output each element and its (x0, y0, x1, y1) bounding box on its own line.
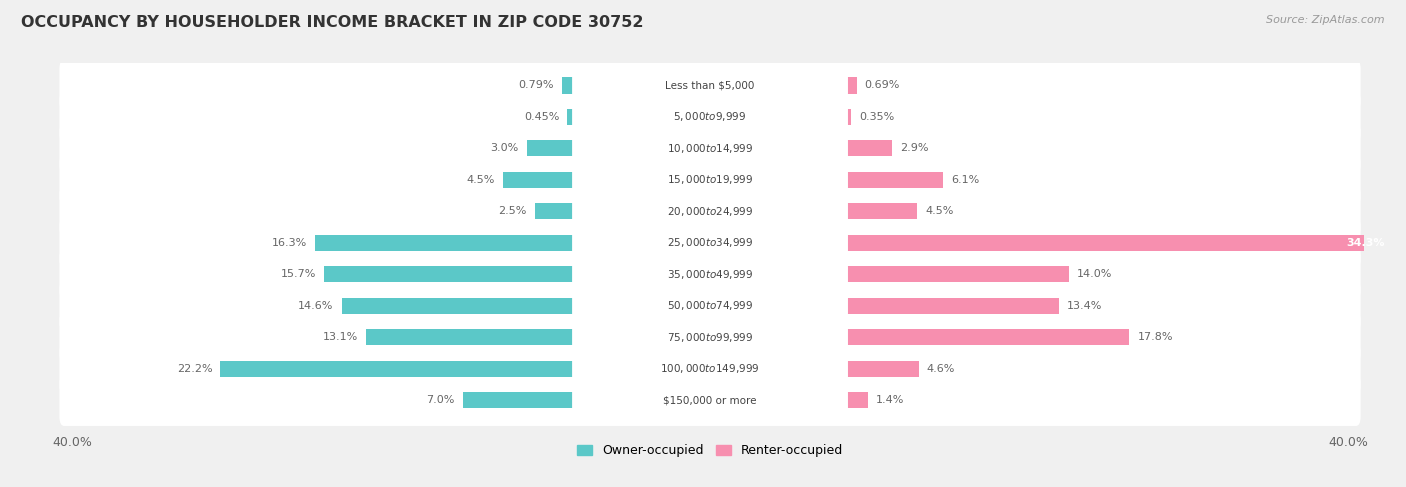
FancyBboxPatch shape (572, 135, 848, 161)
FancyBboxPatch shape (572, 73, 848, 98)
Bar (315, 235, 575, 251)
FancyBboxPatch shape (572, 293, 848, 318)
Text: $100,000 to $149,999: $100,000 to $149,999 (661, 362, 759, 375)
Text: $15,000 to $19,999: $15,000 to $19,999 (666, 173, 754, 187)
Text: 17.8%: 17.8% (1137, 332, 1173, 342)
Text: 2.9%: 2.9% (900, 143, 928, 153)
FancyBboxPatch shape (572, 356, 848, 382)
Text: 4.6%: 4.6% (927, 364, 955, 374)
Text: 0.79%: 0.79% (519, 80, 554, 91)
FancyBboxPatch shape (59, 280, 1361, 332)
Bar (562, 77, 575, 94)
Text: Source: ZipAtlas.com: Source: ZipAtlas.com (1267, 15, 1385, 25)
Text: $50,000 to $74,999: $50,000 to $74,999 (666, 299, 754, 312)
FancyBboxPatch shape (59, 123, 1361, 174)
Text: $25,000 to $34,999: $25,000 to $34,999 (666, 236, 754, 249)
FancyBboxPatch shape (59, 91, 1361, 143)
Text: 13.4%: 13.4% (1067, 301, 1102, 311)
Text: 6.1%: 6.1% (950, 175, 979, 185)
Text: $10,000 to $14,999: $10,000 to $14,999 (666, 142, 754, 155)
FancyBboxPatch shape (572, 230, 848, 256)
Text: $150,000 or more: $150,000 or more (664, 395, 756, 405)
Bar (845, 360, 920, 377)
Text: 34.3%: 34.3% (1346, 238, 1385, 248)
Bar (325, 266, 575, 282)
FancyBboxPatch shape (59, 217, 1361, 268)
Bar (366, 329, 575, 345)
Text: 4.5%: 4.5% (925, 206, 953, 216)
Text: 7.0%: 7.0% (426, 395, 456, 405)
Bar (845, 266, 1069, 282)
Text: $75,000 to $99,999: $75,000 to $99,999 (666, 331, 754, 344)
Text: $5,000 to $9,999: $5,000 to $9,999 (673, 111, 747, 123)
Text: 0.45%: 0.45% (524, 112, 560, 122)
Bar (845, 77, 856, 94)
Text: 1.4%: 1.4% (876, 395, 904, 405)
Bar (845, 329, 1129, 345)
FancyBboxPatch shape (59, 59, 1361, 111)
FancyBboxPatch shape (572, 387, 848, 413)
Bar (845, 235, 1392, 251)
Text: 15.7%: 15.7% (281, 269, 316, 279)
FancyBboxPatch shape (572, 104, 848, 130)
Bar (845, 203, 917, 220)
Text: Less than $5,000: Less than $5,000 (665, 80, 755, 91)
Bar (527, 140, 575, 156)
Bar (342, 298, 575, 314)
Text: 3.0%: 3.0% (491, 143, 519, 153)
Bar (534, 203, 575, 220)
Bar (845, 109, 851, 125)
Text: 0.35%: 0.35% (859, 112, 894, 122)
Bar (221, 360, 575, 377)
Bar (463, 392, 575, 409)
FancyBboxPatch shape (572, 324, 848, 350)
Text: 2.5%: 2.5% (498, 206, 527, 216)
FancyBboxPatch shape (59, 154, 1361, 206)
Text: 16.3%: 16.3% (271, 238, 307, 248)
FancyBboxPatch shape (59, 186, 1361, 237)
FancyBboxPatch shape (572, 262, 848, 287)
Text: 22.2%: 22.2% (177, 364, 212, 374)
Text: OCCUPANCY BY HOUSEHOLDER INCOME BRACKET IN ZIP CODE 30752: OCCUPANCY BY HOUSEHOLDER INCOME BRACKET … (21, 15, 644, 30)
Bar (845, 298, 1059, 314)
Bar (567, 109, 575, 125)
FancyBboxPatch shape (59, 375, 1361, 426)
FancyBboxPatch shape (572, 198, 848, 224)
Legend: Owner-occupied, Renter-occupied: Owner-occupied, Renter-occupied (572, 439, 848, 463)
Bar (845, 392, 868, 409)
FancyBboxPatch shape (572, 167, 848, 193)
Bar (845, 140, 891, 156)
Text: $35,000 to $49,999: $35,000 to $49,999 (666, 268, 754, 281)
FancyBboxPatch shape (59, 248, 1361, 300)
Text: 14.6%: 14.6% (298, 301, 333, 311)
Bar (845, 171, 943, 188)
Text: 14.0%: 14.0% (1077, 269, 1112, 279)
Text: 13.1%: 13.1% (322, 332, 357, 342)
FancyBboxPatch shape (59, 343, 1361, 394)
Text: $20,000 to $24,999: $20,000 to $24,999 (666, 205, 754, 218)
Text: 0.69%: 0.69% (865, 80, 900, 91)
FancyBboxPatch shape (59, 312, 1361, 363)
Bar (503, 171, 575, 188)
Text: 4.5%: 4.5% (467, 175, 495, 185)
